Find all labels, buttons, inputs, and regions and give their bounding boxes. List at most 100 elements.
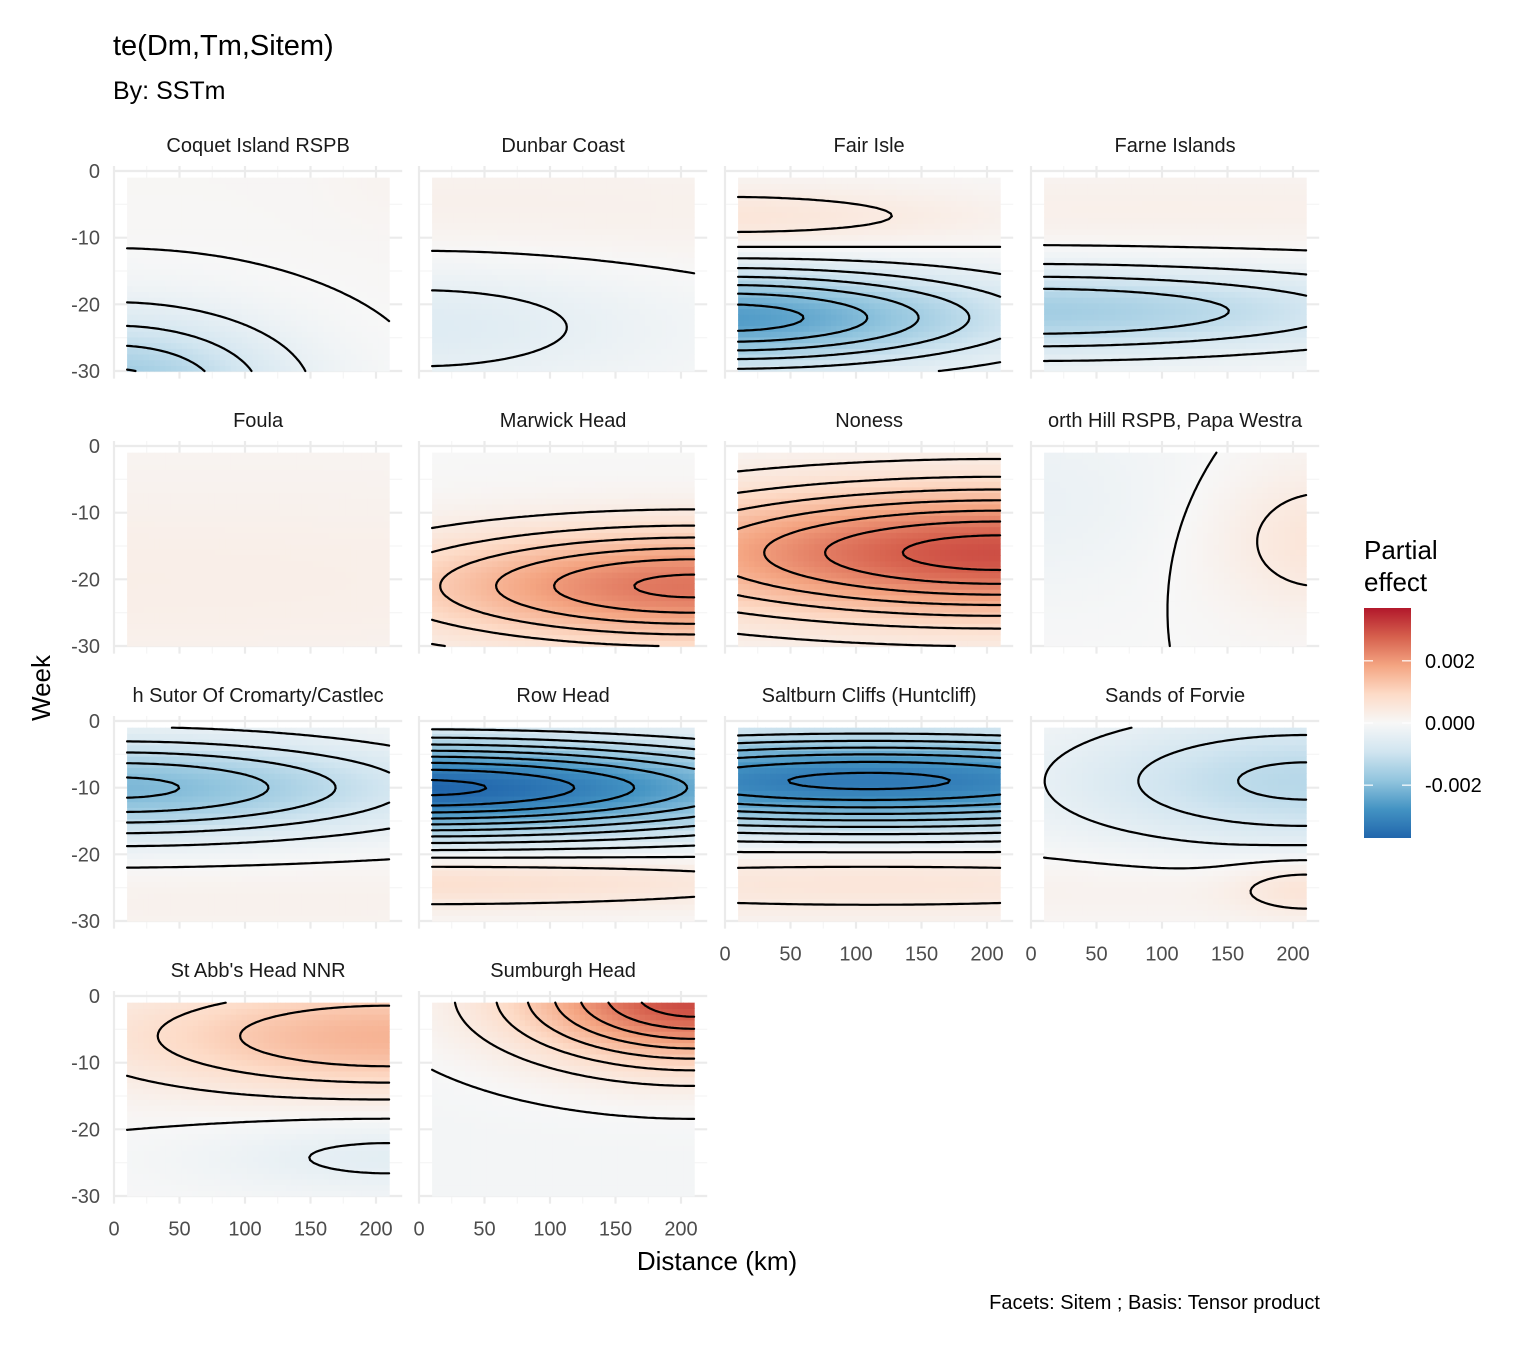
heatmap-cell (902, 223, 908, 229)
heatmap-cell (640, 183, 646, 189)
heatmap-cell (143, 235, 149, 241)
heatmap-cell (138, 206, 144, 212)
heatmap-cell (590, 326, 596, 332)
heatmap-cell (269, 343, 275, 349)
heatmap-cell (274, 229, 280, 235)
heatmap-cell (601, 189, 607, 195)
heatmap-cell (656, 365, 662, 371)
heatmap-cell (242, 212, 248, 218)
heatmap-cell (656, 240, 662, 246)
heatmap-cell (171, 274, 177, 280)
heatmap-cell (296, 183, 302, 189)
heatmap-cell (612, 252, 618, 258)
heatmap-cell (345, 183, 351, 189)
heatmap-cell (454, 183, 460, 189)
heatmap-cell (154, 308, 160, 314)
heatmap-cell (689, 314, 695, 320)
heatmap-cell (678, 257, 684, 263)
heatmap-cell (438, 257, 444, 263)
heatmap-cell (204, 348, 210, 354)
heatmap-cell (384, 183, 390, 189)
heatmap-cell (214, 235, 220, 241)
heatmap-cell (771, 343, 777, 349)
heatmap-cell (661, 212, 667, 218)
heatmap-cell (198, 314, 204, 320)
heatmap-cell (378, 212, 384, 218)
heatmap-cell (356, 206, 362, 212)
heatmap-cell (296, 303, 302, 309)
heatmap-cell (356, 314, 362, 320)
heatmap-cell (340, 240, 346, 246)
heatmap-cell (940, 360, 946, 366)
heatmap-cell (596, 178, 602, 184)
heatmap-cell (913, 235, 919, 241)
heatmap-cell (683, 217, 689, 223)
heatmap-cell (962, 291, 968, 297)
heatmap-cell (869, 212, 875, 218)
heatmap-cell (362, 206, 368, 212)
heatmap-cell (313, 206, 319, 212)
heatmap-cell (918, 320, 924, 326)
heatmap-cell (946, 308, 952, 314)
heatmap-cell (138, 257, 144, 263)
heatmap-cell (367, 195, 373, 201)
heatmap-cell (754, 343, 760, 349)
heatmap-cell (612, 212, 618, 218)
heatmap-cell (585, 195, 591, 201)
heatmap-cell (984, 326, 990, 332)
heatmap-cell (847, 252, 853, 258)
heatmap-cell (569, 354, 575, 360)
heatmap-cell (258, 235, 264, 241)
heatmap-cell (629, 337, 635, 343)
heatmap-cell (247, 235, 253, 241)
heatmap-cell (448, 206, 454, 212)
heatmap-cell (225, 331, 231, 337)
heatmap-cell (907, 206, 913, 212)
heatmap-cell (672, 314, 678, 320)
heatmap-cell (612, 178, 618, 184)
heatmap-cell (127, 223, 133, 229)
heatmap-cell (569, 291, 575, 297)
heatmap-cell (536, 178, 542, 184)
heatmap-cell (596, 217, 602, 223)
heatmap-cell (569, 206, 575, 212)
heatmap-cell (509, 326, 515, 332)
heatmap-cell (209, 331, 215, 337)
heatmap-cell (798, 360, 804, 366)
heatmap-cell (492, 280, 498, 286)
heatmap-cell (329, 200, 335, 206)
heatmap-cell (798, 189, 804, 195)
heatmap-cell (318, 343, 324, 349)
heatmap-cell (296, 217, 302, 223)
heatmap-cell (525, 263, 531, 269)
heatmap-cell (204, 206, 210, 212)
heatmap-cell (138, 178, 144, 184)
heatmap-cell (612, 331, 618, 337)
heatmap-cell (503, 274, 509, 280)
heatmap-cell (869, 263, 875, 269)
heatmap-cell (459, 280, 465, 286)
heatmap-cell (656, 223, 662, 229)
heatmap-cell (285, 303, 291, 309)
heatmap-cell (929, 331, 935, 337)
heatmap-cell (525, 200, 531, 206)
heatmap-cell (280, 286, 286, 292)
heatmap-cell (318, 269, 324, 275)
heatmap-cell (607, 252, 613, 258)
heatmap-cell (335, 314, 341, 320)
heatmap-cell (519, 206, 525, 212)
heatmap-cell (378, 354, 384, 360)
heatmap-cell (236, 337, 242, 343)
heatmap-cell (274, 320, 280, 326)
heatmap-cell (858, 189, 864, 195)
heatmap-cell (618, 200, 624, 206)
heatmap-cell (640, 280, 646, 286)
heatmap-cell (820, 178, 826, 184)
heatmap-cell (891, 223, 897, 229)
heatmap-cell (318, 206, 324, 212)
heatmap-cell (847, 235, 853, 241)
heatmap-cell (182, 348, 188, 354)
heatmap-cell (558, 195, 564, 201)
heatmap-cell (820, 206, 826, 212)
heatmap-cell (514, 269, 520, 275)
